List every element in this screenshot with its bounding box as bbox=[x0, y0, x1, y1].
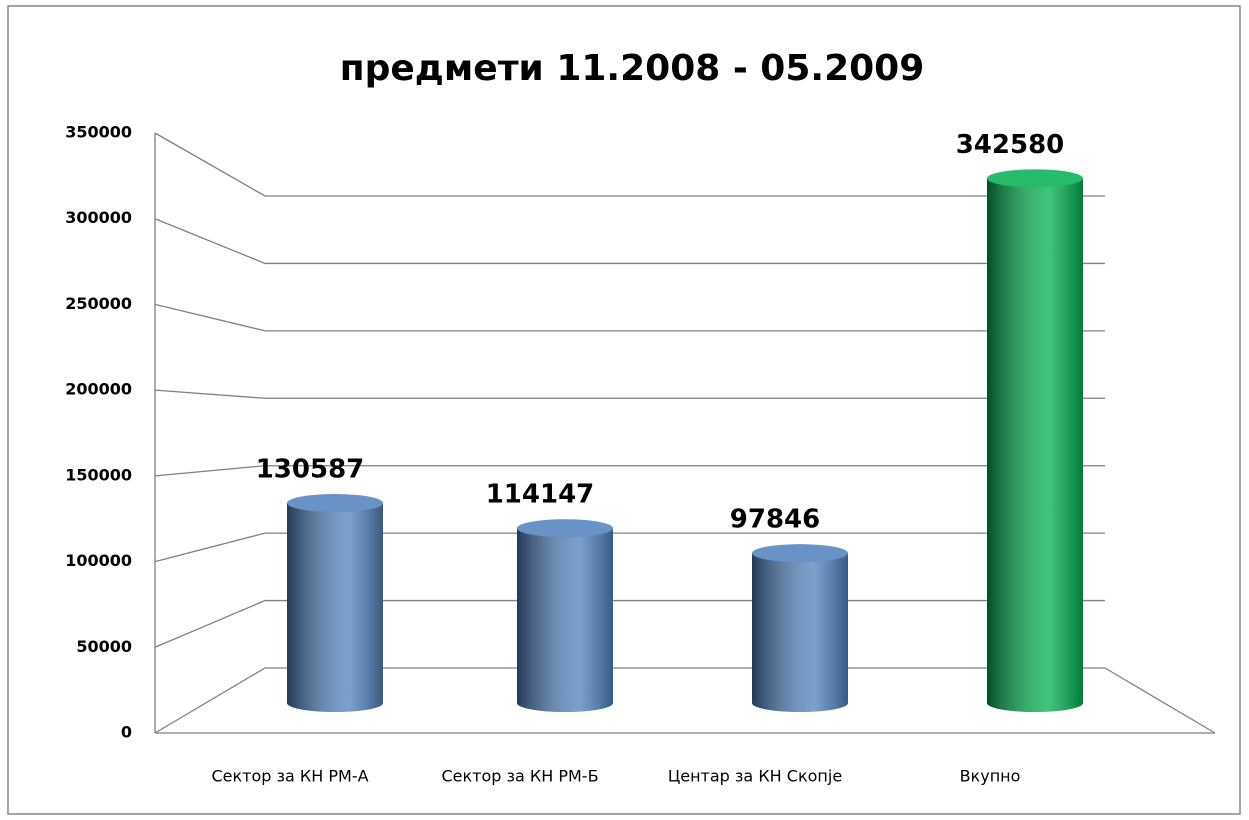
grid-line bbox=[154, 532, 1105, 563]
bar-top bbox=[987, 169, 1083, 188]
grid-line bbox=[154, 132, 1105, 197]
bar-top-shine bbox=[517, 519, 613, 538]
bar-top bbox=[517, 519, 613, 538]
y-tick-label: 50000 bbox=[76, 637, 132, 656]
x-tick-label: Сектор за КН РМ-А bbox=[211, 767, 368, 786]
y-tick-label: 350000 bbox=[65, 123, 132, 142]
value-label: 342580 bbox=[956, 130, 1065, 160]
grid-line bbox=[154, 389, 1105, 399]
value-label: 114147 bbox=[486, 480, 595, 510]
value-label: 97846 bbox=[730, 505, 820, 535]
grid-line bbox=[154, 465, 1105, 477]
value-label: 130587 bbox=[256, 455, 365, 485]
x-tick-label: Вкупно bbox=[960, 767, 1021, 786]
bar-shade bbox=[752, 553, 848, 712]
bar-top bbox=[287, 494, 383, 513]
bar-top bbox=[752, 544, 848, 563]
y-tick-label: 150000 bbox=[65, 465, 132, 484]
bar-shade bbox=[517, 528, 613, 712]
bar-shade bbox=[987, 178, 1083, 712]
x-tick-label: Сектор за КН РМ-Б bbox=[441, 767, 598, 786]
bar-top-shine bbox=[752, 544, 848, 563]
x-tick-label: Центар за КН Скопје bbox=[668, 767, 842, 786]
bar-top-shine bbox=[287, 494, 383, 513]
grid-line bbox=[154, 303, 1105, 332]
bar-shade bbox=[287, 503, 383, 712]
grid-line bbox=[154, 218, 1105, 265]
chart-title: предмети 11.2008 - 05.2009 bbox=[340, 48, 925, 89]
y-tick-label: 250000 bbox=[65, 294, 132, 313]
y-tick-label: 0 bbox=[121, 723, 132, 742]
y-tick-label: 200000 bbox=[65, 380, 132, 399]
floor-right bbox=[1104, 667, 1216, 734]
bar-top-shine bbox=[987, 169, 1083, 188]
y-tick-label: 300000 bbox=[65, 208, 132, 227]
y-tick-label: 100000 bbox=[65, 551, 132, 570]
